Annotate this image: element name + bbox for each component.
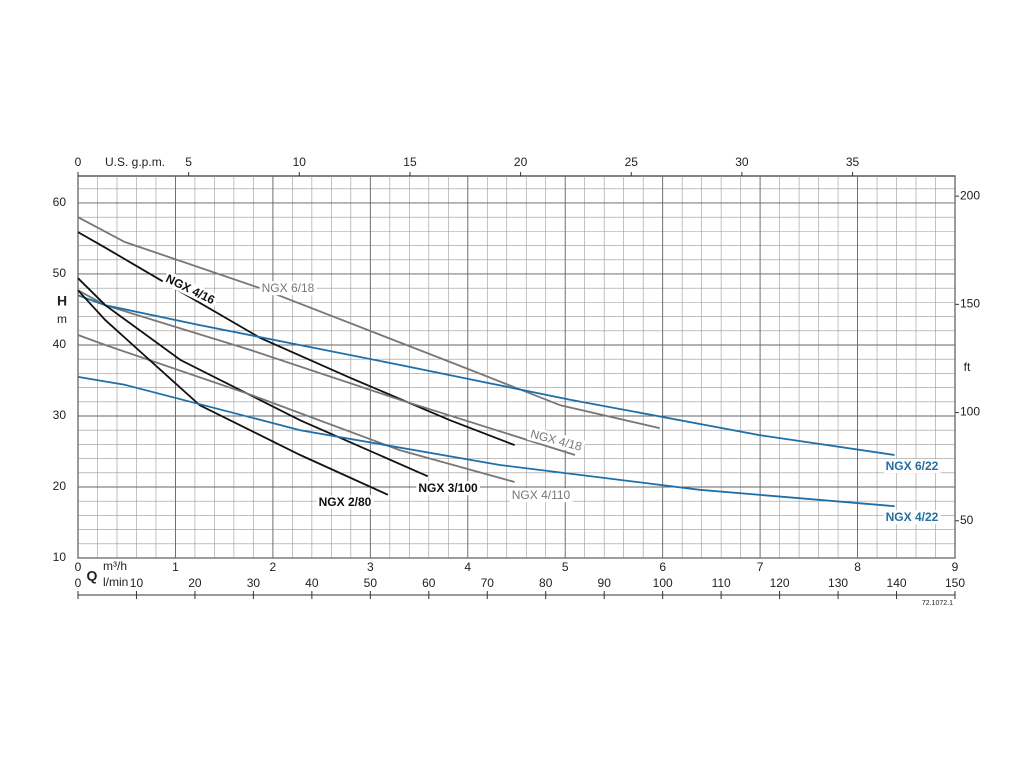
x2-tick-label: 40: [305, 576, 319, 590]
x2-tick-label: 70: [481, 576, 495, 590]
y-tick-label: 60: [53, 195, 67, 209]
y-tick-label: 50: [53, 266, 67, 280]
curve-label: NGX 2/80: [319, 495, 372, 509]
y2-tick-label: 200: [960, 188, 980, 202]
curve-label-bg: [527, 426, 586, 455]
x-tick-label: 4: [464, 560, 471, 574]
x-tick-label: 1: [172, 560, 179, 574]
pump-curve: [77, 289, 576, 456]
x3-tick-label: 25: [625, 155, 639, 169]
y-symbol: H: [57, 293, 67, 309]
x2-tick-label: 60: [422, 576, 436, 590]
curve-label: NGX 6/22: [886, 459, 939, 473]
x2-tick-label: 20: [188, 576, 202, 590]
x-tick-label: 5: [562, 560, 569, 574]
x2-tick-label: 100: [653, 576, 673, 590]
curve-label: NGX 3/100: [418, 481, 478, 495]
x-tick-label: 7: [757, 560, 764, 574]
curve-label-bg: [509, 488, 573, 503]
y2-tick-label: 50: [960, 513, 974, 527]
curve-label: NGX 4/110: [512, 488, 571, 502]
x2-tick-label: 10: [130, 576, 144, 590]
x2-unit: l/min: [103, 575, 128, 589]
x-unit: m³/h: [103, 559, 127, 573]
x3-tick-label: 5: [185, 155, 192, 169]
x-tick-label: 3: [367, 560, 374, 574]
y-tick-label: 10: [53, 550, 67, 564]
x2-tick-label: 50: [364, 576, 378, 590]
curve-label: NGX 6/18: [262, 281, 315, 295]
y-unit: m: [57, 312, 67, 326]
x3-tick-label: 35: [846, 155, 860, 169]
x-tick-label: 0: [75, 560, 82, 574]
x-tick-label: 2: [270, 560, 277, 574]
y2-unit: ft: [964, 360, 971, 374]
y2-tick-label: 100: [960, 405, 980, 419]
pump-curve: [77, 376, 895, 508]
y-tick-label: 20: [53, 479, 67, 493]
curve-label-bg: [161, 270, 220, 309]
curve-label-bg: [883, 510, 941, 525]
x3-tick-label: 30: [735, 155, 749, 169]
y2-tick-label: 150: [960, 297, 980, 311]
curve-label-bg: [259, 281, 317, 296]
pump-curve: [77, 334, 515, 483]
x2-tick-label: 110: [712, 576, 731, 590]
pump-curve: [77, 277, 429, 478]
x-tick-label: 6: [659, 560, 666, 574]
x3-tick-label: 10: [293, 155, 307, 169]
x3-unit: U.S. g.p.m.: [105, 155, 165, 169]
x3-tick-label: 0: [75, 155, 82, 169]
x2-tick-label: 130: [828, 576, 848, 590]
x2-tick-label: 140: [887, 576, 907, 590]
y-tick-label: 30: [53, 408, 67, 422]
curve-label-bg: [883, 459, 941, 474]
x2-tick-label: 120: [770, 576, 790, 590]
x-tick-label: 8: [854, 560, 861, 574]
pump-curve: [77, 216, 660, 429]
x-symbol: Q: [87, 568, 98, 584]
pump-curve: [77, 289, 389, 496]
curve-label-bg: [316, 495, 374, 510]
y-tick-label: 40: [53, 337, 67, 351]
curve-label: NGX 4/22: [886, 510, 939, 524]
curve-label-bg: [416, 481, 481, 496]
x2-tick-label: 80: [539, 576, 553, 590]
x2-tick-label: 30: [247, 576, 261, 590]
chart-code: 72.1072.1: [922, 600, 953, 607]
x-tick-label: 9: [952, 560, 959, 574]
x3-tick-label: 15: [403, 155, 417, 169]
x3-tick-label: 20: [514, 155, 528, 169]
x2-tick-label: 0: [75, 576, 82, 590]
x2-tick-label: 90: [598, 576, 612, 590]
x2-tick-label: 150: [945, 576, 965, 590]
